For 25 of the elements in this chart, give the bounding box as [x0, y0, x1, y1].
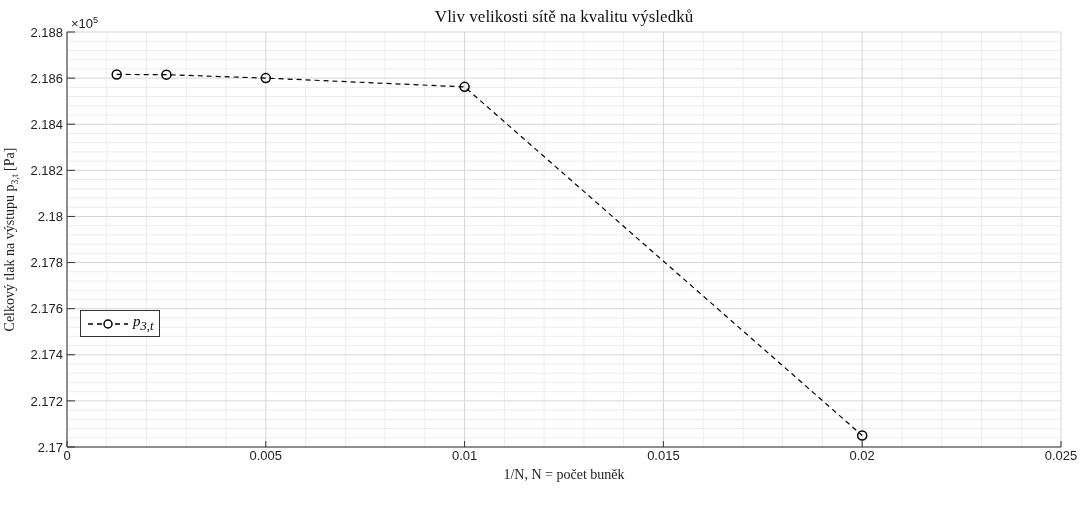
y-tick-label: 2.18 — [37, 209, 63, 225]
y-tick-label: 2.186 — [30, 70, 63, 86]
chart-title: Vliv velikosti sítě na kvalitu výsledků — [434, 7, 694, 26]
y-tick-label: 2.176 — [30, 301, 63, 317]
text: ×10$^{5}$ — [71, 14, 99, 31]
point — [856, 430, 868, 441]
point — [111, 69, 122, 80]
x-axis-title: 1/N, N = počet buněk — [503, 467, 625, 482]
x-tick-label: 0.005 — [249, 448, 283, 464]
point — [161, 69, 172, 80]
y-tick-label: 2.188 — [30, 24, 63, 40]
y-tick-label: 2.174 — [30, 347, 63, 363]
y-tick-label: 2.17 — [37, 439, 63, 455]
point — [260, 72, 272, 84]
x-tick-label: 0.01 — [451, 448, 478, 464]
x-tick-label: 0 — [63, 448, 71, 464]
y-tick-label: 2.182 — [30, 162, 63, 178]
x-tick-label: 0.025 — [1044, 448, 1078, 464]
y-tick-label: 2.172 — [30, 393, 63, 409]
y-tick-label: 2.184 — [30, 116, 63, 132]
point — [459, 81, 470, 93]
x-tick-label: 0.02 — [849, 448, 875, 464]
y-tick-label: 2.178 — [30, 255, 63, 271]
legend-label: p$_{3,t}$ — [133, 313, 154, 334]
x-tick-label: 0.015 — [647, 448, 680, 464]
